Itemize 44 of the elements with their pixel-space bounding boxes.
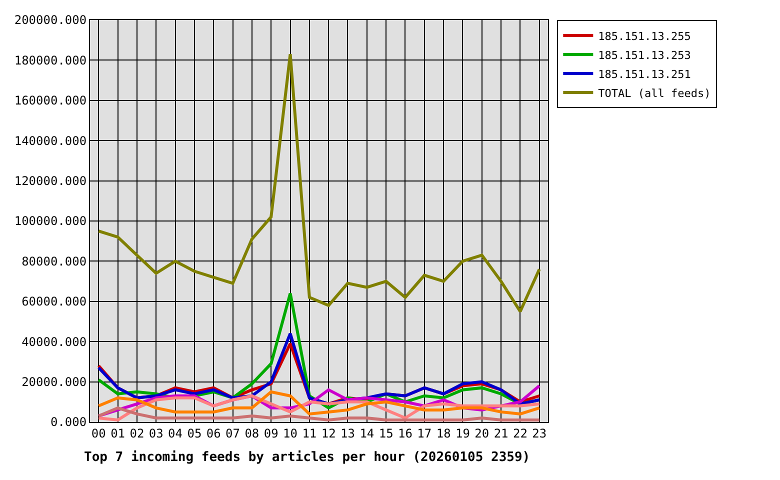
legend-label: 185.151.13.253 [598, 48, 691, 62]
x-tick-label: 08 [244, 426, 260, 440]
x-tick-label: 17 [417, 426, 432, 440]
x-tick-label: 23 [532, 426, 547, 440]
x-tick-label: 03 [148, 426, 164, 440]
x-tick-label: 16 [398, 426, 412, 440]
legend-label: 185.151.13.255 [598, 30, 691, 43]
y-tick-label: 20000.000 [22, 375, 87, 389]
y-tick-label: 140000.000 [14, 134, 87, 148]
x-tick-label: 19 [455, 426, 470, 440]
x-tick-label: 04 [168, 426, 183, 440]
y-tick-label: 200000.000 [14, 13, 87, 28]
x-tick-label: 22 [512, 426, 528, 440]
line-series [97, 390, 541, 416]
x-tick-label: 01 [110, 426, 126, 440]
x-tick-label: 20 [474, 426, 490, 440]
x-tick-label: 10 [283, 426, 298, 440]
x-tick-label: 02 [130, 426, 144, 440]
line-series [97, 406, 541, 422]
x-tick-label: 09 [264, 426, 278, 440]
x-tick-label: 13 [340, 426, 355, 440]
x-tick-label: 12 [321, 426, 336, 440]
x-tick-label: 05 [187, 426, 202, 440]
y-tick-label: 80000.000 [22, 254, 87, 268]
text: Top 7 incoming feeds by articles per hour (20260105 2359) [84, 450, 530, 465]
y-tick-label: 180000.000 [14, 53, 87, 68]
legend-label: TOTAL (all feeds) [598, 86, 711, 100]
x-tick-label: 11 [302, 426, 317, 440]
x-tick-label: 00 [91, 426, 106, 440]
x-tick-label: 07 [226, 426, 240, 440]
x-tick-label: 06 [206, 426, 221, 440]
y-tick-label: 120000.000 [14, 174, 87, 188]
y-tick-label: 160000.000 [14, 94, 87, 108]
line-series [97, 52, 541, 313]
x-tick-label: 21 [494, 426, 508, 440]
legend-label: 185.151.13.251 [598, 68, 691, 81]
y-tick-label: 100000.000 [14, 214, 87, 228]
x-tick-label: 14 [360, 426, 374, 440]
x-tick-label: 15 [378, 426, 394, 440]
y-tick-label: 40000.000 [22, 334, 87, 349]
y-tick-label: 0.000 [50, 415, 87, 430]
line-series [97, 394, 541, 422]
y-tick-label: 60000.000 [22, 294, 87, 309]
x-tick-label: 18 [436, 426, 451, 440]
